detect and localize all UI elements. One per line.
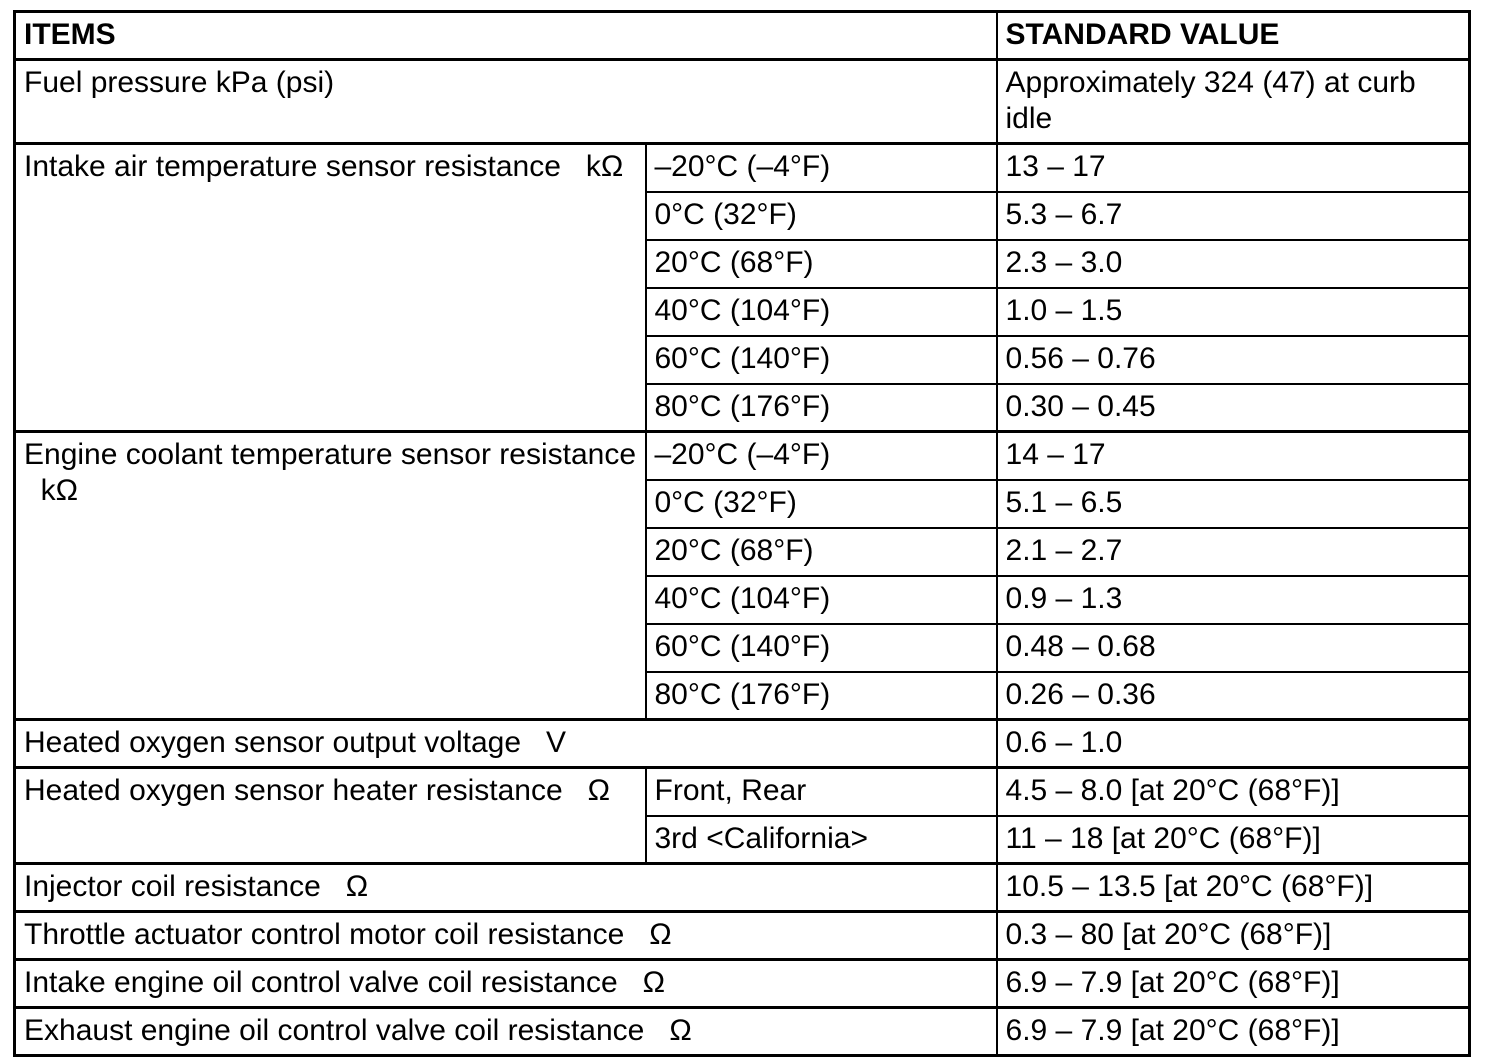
value-cell: 0.48 – 0.68 xyxy=(995,622,1471,673)
condition-cell: –20°C (–4°F) xyxy=(644,430,998,481)
value-cell: 5.3 – 6.7 xyxy=(995,190,1471,241)
value-cell: 10.5 – 13.5 [at 20°C (68°F)] xyxy=(995,862,1471,913)
table-row: 80°C (176°F) 0.30 – 0.45 xyxy=(15,382,1471,433)
table-row: 20°C (68°F) 2.3 – 3.0 xyxy=(15,238,1471,289)
item-cell: Intake engine oil control valve coil res… xyxy=(13,958,998,1009)
condition-cell: –20°C (–4°F) xyxy=(644,142,998,193)
condition-cell: 80°C (176°F) xyxy=(644,670,998,721)
value-cell: Approximately 324 (47) at curb idle xyxy=(995,58,1471,145)
standard-value-header-cell: STANDARD VALUE xyxy=(995,10,1471,61)
value-cell: 6.9 – 7.9 [at 20°C (68°F)] xyxy=(995,1006,1471,1057)
condition-cell: 40°C (104°F) xyxy=(644,286,998,337)
condition-cell: 40°C (104°F) xyxy=(644,574,998,625)
value-cell: 1.0 – 1.5 xyxy=(995,286,1471,337)
value-cell: 0.9 – 1.3 xyxy=(995,574,1471,625)
condition-cell: Front, Rear xyxy=(644,766,998,817)
table-row: 20°C (68°F) 2.1 – 2.7 xyxy=(15,526,1471,577)
condition-cell: 60°C (140°F) xyxy=(644,622,998,673)
value-cell: 6.9 – 7.9 [at 20°C (68°F)] xyxy=(995,958,1471,1009)
item-cell: Fuel pressure kPa (psi) xyxy=(13,58,998,145)
table-row: 60°C (140°F) 0.56 – 0.76 xyxy=(15,334,1471,385)
value-cell: 0.3 – 80 [at 20°C (68°F)] xyxy=(995,910,1471,961)
table-row: Exhaust engine oil control valve coil re… xyxy=(13,1006,1471,1057)
item-cell: Throttle actuator control motor coil res… xyxy=(13,910,998,961)
table-row: 60°C (140°F) 0.48 – 0.68 xyxy=(15,622,1471,673)
condition-cell: 60°C (140°F) xyxy=(644,334,998,385)
table-row: Intake engine oil control valve coil res… xyxy=(13,958,1471,1009)
value-cell: 0.6 – 1.0 xyxy=(995,718,1471,769)
table-row: 80°C (176°F) 0.26 – 0.36 xyxy=(15,670,1471,721)
value-cell: 2.3 – 3.0 xyxy=(995,238,1471,289)
table-row: Heated oxygen sensor output voltage V 0.… xyxy=(13,718,1471,769)
item-cell: Heated oxygen sensor heater resistance Ω xyxy=(13,766,647,865)
table-row: Heated oxygen sensor heater resistance Ω… xyxy=(13,766,1471,865)
value-cell: 5.1 – 6.5 xyxy=(995,478,1471,529)
condition-cell: 3rd <California> xyxy=(644,814,998,865)
table-row: Throttle actuator control motor coil res… xyxy=(13,910,1471,961)
item-cell: Engine coolant temperature sensor resist… xyxy=(13,430,647,721)
table-row: Intake air temperature sensor resistance… xyxy=(13,142,1471,433)
table-row: Engine coolant temperature sensor resist… xyxy=(13,430,1471,721)
condition-cell: 20°C (68°F) xyxy=(644,526,998,577)
value-cell: 0.56 – 0.76 xyxy=(995,334,1471,385)
items-header-cell: ITEMS xyxy=(13,10,998,61)
condition-cell: 0°C (32°F) xyxy=(644,478,998,529)
spec-table: ITEMS STANDARD VALUE Fuel pressure kPa (… xyxy=(13,10,1472,1057)
value-cell: 13 – 17 xyxy=(995,142,1471,193)
condition-cell: 20°C (68°F) xyxy=(644,238,998,289)
table-header-row: ITEMS STANDARD VALUE xyxy=(13,10,1471,61)
table-row: 0°C (32°F) 5.1 – 6.5 xyxy=(15,478,1471,529)
table-row: 3rd <California> 11 – 18 [at 20°C (68°F)… xyxy=(15,814,1471,865)
value-cell: 11 – 18 [at 20°C (68°F)] xyxy=(995,814,1471,865)
table-row: Fuel pressure kPa (psi) Approximately 32… xyxy=(13,58,1471,145)
table-row: Injector coil resistance Ω 10.5 – 13.5 [… xyxy=(13,862,1471,913)
value-cell: 14 – 17 xyxy=(995,430,1471,481)
table-row: 40°C (104°F) 0.9 – 1.3 xyxy=(15,574,1471,625)
item-cell: Heated oxygen sensor output voltage V xyxy=(13,718,998,769)
value-cell: 0.26 – 0.36 xyxy=(995,670,1471,721)
condition-cell: 80°C (176°F) xyxy=(644,382,998,433)
item-cell: Intake air temperature sensor resistance… xyxy=(13,142,647,433)
value-cell: 4.5 – 8.0 [at 20°C (68°F)] xyxy=(995,766,1471,817)
item-cell: Exhaust engine oil control valve coil re… xyxy=(13,1006,998,1057)
table-row: 0°C (32°F) 5.3 – 6.7 xyxy=(15,190,1471,241)
table-row: 40°C (104°F) 1.0 – 1.5 xyxy=(15,286,1471,337)
item-cell: Injector coil resistance Ω xyxy=(13,862,998,913)
value-cell: 0.30 – 0.45 xyxy=(995,382,1471,433)
value-cell: 2.1 – 2.7 xyxy=(995,526,1471,577)
condition-cell: 0°C (32°F) xyxy=(644,190,998,241)
